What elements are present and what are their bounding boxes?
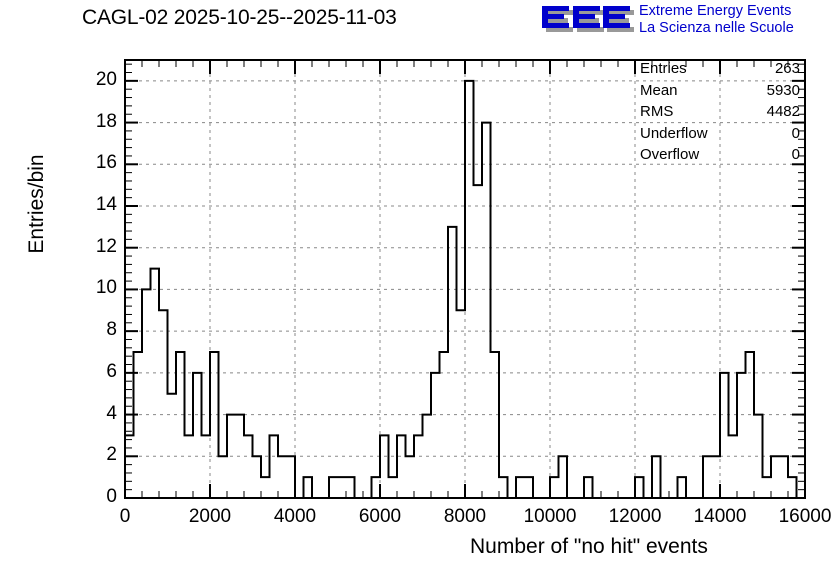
eee-logo: Extreme Energy Events La Scienza nelle S… <box>541 2 833 40</box>
y-tick-label: 18 <box>95 110 117 132</box>
histogram-outline <box>124 79 805 499</box>
y-tick-label: 2 <box>106 444 117 466</box>
stats-value: 263 <box>774 60 800 77</box>
y-tick-label: 14 <box>95 194 117 215</box>
y-tick-label: 8 <box>106 319 117 341</box>
x-axis-title: Number of "no hit" events <box>470 535 708 558</box>
y-tick-label: 10 <box>95 277 117 299</box>
x-tick-label: 0 <box>119 506 131 527</box>
stats-value: 0 <box>791 146 800 164</box>
stats-row: RMS 4482 <box>640 101 800 123</box>
page-title: CAGL-02 2025-10-25--2025-11-03 <box>82 6 397 29</box>
eee-logo-line1: Extreme Energy Events <box>639 3 792 19</box>
eee-logo-line2: La Scienza nelle Scuole <box>639 20 794 36</box>
x-tick-label: 14000 <box>693 506 747 527</box>
stats-value: 5930 <box>766 81 800 99</box>
x-tick-label: 12000 <box>608 506 662 527</box>
y-tick-label: 4 <box>106 402 117 424</box>
stats-row: Underflow 0 <box>640 123 800 145</box>
y-tick-label: 12 <box>95 235 117 257</box>
y-tick-label: 20 <box>95 68 117 90</box>
eee-logo-text: Extreme Energy Events La Scienza nelle S… <box>639 3 794 37</box>
x-tick-label: 4000 <box>273 506 317 527</box>
stats-value: 0 <box>791 124 800 142</box>
eee-logo-mark-icon <box>542 6 634 32</box>
stats-key: Underflow <box>640 124 708 142</box>
y-tick-label: 16 <box>95 152 117 174</box>
stats-row: Mean 5930 <box>640 80 800 102</box>
y-tick-label: 0 <box>106 486 117 507</box>
stats-value: 4482 <box>766 103 800 121</box>
stats-key: Mean <box>640 81 678 99</box>
x-tick-label: 2000 <box>188 506 232 527</box>
y-tick-label: 6 <box>106 360 117 382</box>
x-tick-label: 16000 <box>778 506 832 527</box>
axis-ticks <box>124 60 806 499</box>
stats-row: Overflow 0 <box>640 144 800 166</box>
stats-key: Overflow <box>640 146 700 164</box>
x-tick-label: 10000 <box>523 506 577 527</box>
x-tick-label: 8000 <box>443 506 487 527</box>
stats-key: RMS <box>640 103 674 121</box>
stats-box: Entries 263 Mean 5930 RMS 4482 Underflow 0 Overf… <box>640 58 800 166</box>
x-tick-label: 6000 <box>358 506 402 527</box>
